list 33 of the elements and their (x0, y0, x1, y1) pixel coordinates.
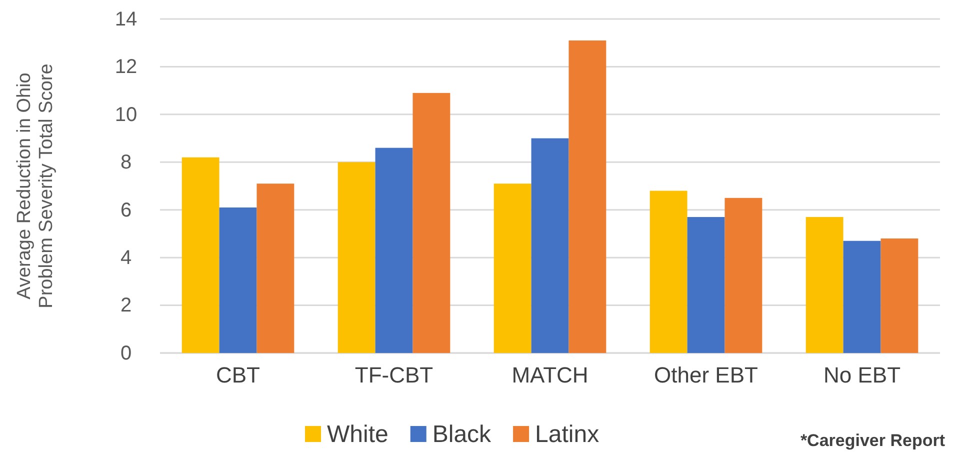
x-tick-label: CBT (216, 362, 260, 388)
legend-label: Black (432, 421, 492, 448)
y-axis-title: Average Reduction in Ohio Problem Severity Total Score (14, 64, 57, 308)
bar (687, 217, 725, 353)
y-tick-label: 6 (120, 199, 132, 222)
y-tick-label: 8 (120, 152, 132, 174)
x-tick-label: MATCH (512, 362, 588, 388)
bar (494, 184, 532, 353)
bar (412, 92, 450, 353)
text: *Caregiver Report (800, 431, 946, 450)
y-tick-label: 14 (114, 8, 138, 30)
bar (806, 217, 844, 353)
y-tick-label: 0 (120, 342, 132, 364)
y-tick-label: 10 (114, 104, 138, 126)
bar (843, 240, 881, 353)
x-tick-label: No EBT (823, 362, 901, 388)
bar (568, 40, 606, 353)
bar (724, 198, 762, 353)
y-tick-label: 2 (120, 294, 132, 317)
x-tick-label: Other EBT (654, 362, 758, 388)
legend-label: Latinx (535, 421, 600, 448)
bar (219, 207, 257, 353)
x-tick-label: TF-CBT (354, 362, 434, 388)
bar (531, 138, 569, 353)
y-tick-label: 12 (114, 56, 138, 78)
y-tick-label: 4 (120, 246, 132, 269)
bar (375, 148, 413, 353)
bar (338, 162, 376, 353)
legend-label: White (327, 421, 388, 448)
bar (182, 157, 220, 353)
bar (256, 184, 294, 353)
bar (650, 190, 688, 353)
bar (880, 238, 918, 353)
